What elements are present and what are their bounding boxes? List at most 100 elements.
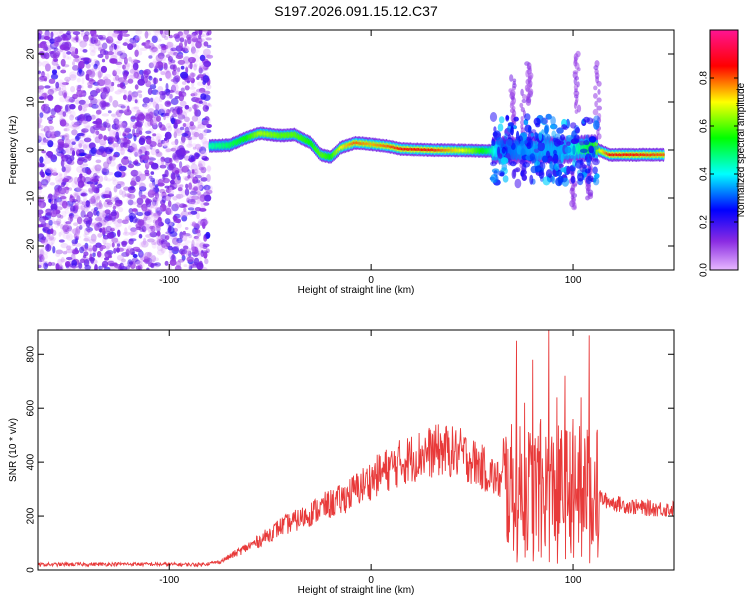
noise-speck [126,198,131,204]
noise-speck [198,133,204,140]
noise-speck [169,259,177,266]
ridge-blob [521,169,527,175]
ridge-blob [579,162,587,173]
noise-speck [145,234,152,238]
noise-speck [44,30,50,38]
noise-speck [183,249,191,255]
noise-speck [520,116,524,121]
noise-speck [150,148,157,156]
noise-speck [60,69,67,74]
noise-speck [197,185,203,191]
noise-speck [118,109,125,114]
noise-speck [41,150,46,154]
noise-speck [110,155,116,161]
noise-speck [115,111,120,116]
noise-speck [135,265,141,270]
noise-speck [114,219,122,228]
noise-speck [170,179,175,185]
noise-speck [120,105,126,109]
x-tick-label: -100 [159,575,179,586]
noise-speck [47,128,56,134]
noise-speck [184,85,190,91]
noise-speck [193,131,200,138]
noise-speck [119,88,127,94]
noise-speck [38,224,44,228]
noise-speck [171,113,178,118]
noise-speck [120,147,125,156]
noise-speck [134,121,142,127]
noise-speck [47,217,56,225]
noise-speck [156,249,165,256]
ridge-blob [550,116,556,126]
ridge-blob [553,149,557,156]
ridge-blob [592,177,600,186]
noise-speck [54,192,61,197]
noise-speck [143,144,151,151]
noise-speck [57,65,61,70]
noise-speck [205,189,213,195]
noise-speck [71,214,80,219]
noise-speck [139,47,148,52]
noise-speck [103,135,107,141]
noise-speck [109,95,113,103]
noise-speck [110,58,118,64]
ridge-cell [662,153,665,157]
noise-speck [101,166,110,172]
noise-speck [160,71,166,76]
noise-speck [105,178,112,182]
noise-speck [118,165,127,172]
noise-speck [168,225,172,232]
noise-speck [84,264,91,270]
noise-speck [138,137,146,145]
noise-speck [104,251,112,259]
noise-speck [180,140,185,145]
noise-speck [115,111,120,116]
noise-speck [188,195,196,204]
noise-speck [198,65,202,74]
noise-speck [157,182,165,187]
noise-speck [138,130,143,135]
noise-speck [57,258,63,266]
noise-speck [66,233,73,241]
noise-speck [47,125,55,131]
noise-speck [115,124,123,128]
ridge-blob [492,132,501,138]
noise-speck [190,198,196,205]
noise-speck [78,149,85,154]
noise-speck [196,262,204,270]
noise-speck [99,48,106,56]
noise-speck [72,93,78,100]
noise-speck [137,172,146,178]
noise-speck [144,30,149,39]
noise-speck [129,68,136,74]
noise-speck [203,251,208,259]
noise-speck [38,51,44,56]
noise-speck [203,184,211,191]
noise-speck [148,75,153,81]
noise-speck [43,158,52,164]
noise-speck [165,162,170,166]
noise-speck [195,143,202,150]
noise-speck [151,120,158,125]
noise-speck [93,59,98,63]
noise-speck [174,265,182,270]
noise-speck [38,119,42,127]
noise-speck [79,246,85,254]
ridge-blob [497,123,504,132]
noise-speck [132,128,136,136]
noise-speck [59,81,67,87]
noise-speck [121,190,127,198]
noise-speck [102,227,106,236]
noise-speck [136,126,143,132]
noise-speck [115,199,122,204]
noise-speck [178,202,182,206]
noise-speck [98,217,105,223]
noise-speck [62,178,70,183]
noise-speck [189,86,197,90]
noise-speck [52,57,58,63]
ridge-blob [500,157,509,165]
noise-speck [144,121,151,128]
noise-speck [64,104,69,113]
noise-speck [40,239,46,244]
